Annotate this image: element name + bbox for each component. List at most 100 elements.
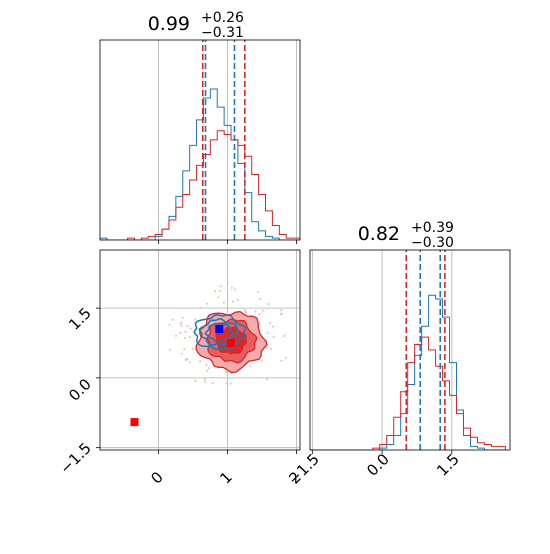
marginal-y-panel: −1.5 0.0 1.5 0.82 +0.39 −0.30 <box>284 220 511 489</box>
scatter-point <box>259 297 262 300</box>
joint-panel: 0 1 2 −1.5 0.0 1.5 <box>56 249 305 488</box>
marginal-y-series <box>310 294 506 450</box>
scatter-point <box>280 312 283 315</box>
marginal-y-tick-label: 1.5 <box>433 450 463 480</box>
scatter-point <box>180 325 183 328</box>
scatter-point <box>261 359 264 362</box>
marginal-y-title-plus: +0.39 <box>411 220 454 236</box>
scatter-point <box>258 313 261 316</box>
scatter-point <box>266 378 269 381</box>
joint-y-tick-label: −1.5 <box>56 439 94 477</box>
blue-peak-marker <box>215 325 224 334</box>
scatter-point <box>236 298 239 301</box>
marginal-y-tick-label: −1.5 <box>284 450 322 488</box>
scatter-point <box>214 290 217 293</box>
scatter-point <box>267 302 270 305</box>
joint-x-tick-label: 0 <box>147 468 166 487</box>
marginal-x-plot-area <box>100 40 300 240</box>
scatter-point <box>258 322 261 325</box>
joint-plot-area <box>130 285 287 427</box>
marginal-x-title: 0.99 +0.26 −0.31 <box>148 10 244 41</box>
scatter-point <box>175 334 178 337</box>
scatter-point <box>203 378 206 381</box>
scatter-point <box>180 321 183 324</box>
scatter-point <box>217 296 220 299</box>
marginal-x-ticks <box>158 240 297 244</box>
scatter-point <box>224 370 227 373</box>
scatter-point <box>205 369 208 372</box>
scatter-point <box>272 335 275 338</box>
red-peak-marker <box>227 339 236 348</box>
scatter-point <box>248 365 251 368</box>
scatter-point <box>222 301 225 304</box>
marginal-y-title-minus: −0.30 <box>411 235 454 251</box>
scatter-point <box>169 348 172 351</box>
marginal-x-title-minus: −0.31 <box>201 25 244 41</box>
joint-ticks <box>96 307 297 454</box>
scatter-point <box>183 348 186 351</box>
marginal-y-title-main: 0.82 <box>358 223 400 245</box>
scatter-point <box>245 311 248 314</box>
joint-x-tick-labels: 0 1 2 <box>147 468 304 487</box>
joint-y-tick-labels: −1.5 0.0 1.5 <box>56 304 94 477</box>
scatter-point <box>199 360 202 363</box>
scatter-point <box>194 379 197 382</box>
scatter-point <box>283 334 286 337</box>
scatter-point <box>268 322 271 325</box>
marginal-x-title-plus: +0.26 <box>201 10 244 26</box>
scatter-point <box>254 310 257 313</box>
scatter-point <box>211 382 214 385</box>
scatter-point <box>225 382 228 385</box>
marginal-x-series <box>100 88 300 240</box>
scatter-point <box>280 359 283 362</box>
scatter-point <box>234 288 237 291</box>
scatter-point <box>280 309 283 312</box>
truth-marker <box>130 418 139 427</box>
marginal-x-series <box>100 130 300 240</box>
scatter-point <box>229 382 232 385</box>
marginal-y-ticks <box>311 450 453 454</box>
scatter-point <box>199 306 202 309</box>
joint-x-tick-label: 1 <box>216 468 235 487</box>
scatter-point <box>184 358 187 361</box>
marginal-y-tick-label: 0.0 <box>363 450 393 480</box>
scatter-point <box>171 318 174 321</box>
joint-frame <box>99 249 301 451</box>
marginal-x-frame <box>99 39 301 241</box>
marginal-x-grid <box>158 40 297 240</box>
scatter-point <box>205 364 208 367</box>
scatter-point <box>184 330 187 333</box>
marginal-x-panel: 0.99 +0.26 −0.31 <box>99 10 301 244</box>
scatter-point <box>206 302 209 305</box>
scatter-point <box>256 290 259 293</box>
scatter-point <box>230 286 233 289</box>
scatter-point <box>272 325 275 328</box>
marginal-y-grid <box>311 250 453 450</box>
scatter-point <box>194 318 197 321</box>
scatter-point <box>207 367 210 370</box>
scatter-point <box>220 285 223 288</box>
scatter-point <box>232 300 235 303</box>
scatter-point <box>181 316 184 319</box>
scatter-point <box>269 347 272 350</box>
marginal-x-title-main: 0.99 <box>148 13 190 35</box>
scatter-point <box>261 309 264 312</box>
blue-contour <box>193 314 247 351</box>
scatter-point <box>186 325 189 328</box>
scatter-point <box>188 336 191 339</box>
scatter-point <box>219 289 222 292</box>
scatter-point <box>179 331 182 334</box>
marginal-y-frame <box>309 249 511 451</box>
marginal-y-series <box>310 336 506 450</box>
scatter-point <box>189 327 192 330</box>
blue-contour <box>204 322 234 343</box>
scatter-point <box>168 323 171 326</box>
marginal-y-plot-area <box>310 250 506 450</box>
joint-y-tick-label: 0.0 <box>65 375 95 405</box>
scatter-point <box>266 332 269 335</box>
joint-y-tick-label: 1.5 <box>65 304 95 334</box>
scatter-point <box>266 346 269 349</box>
scatter-point <box>204 380 207 383</box>
